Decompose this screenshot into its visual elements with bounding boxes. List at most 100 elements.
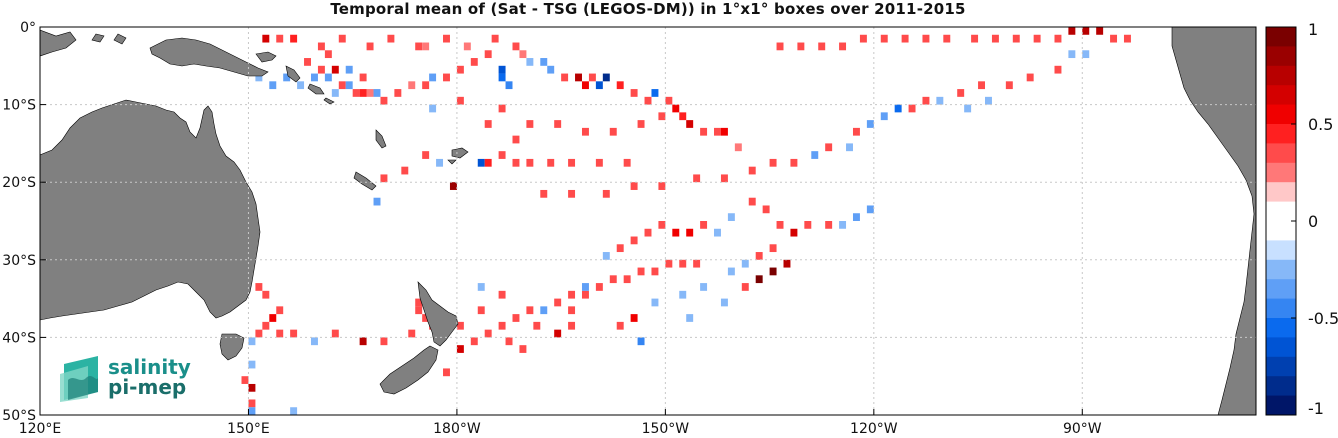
anomaly-cell [630,89,638,97]
anomaly-cell [352,89,360,97]
anomaly-cell [1054,65,1062,74]
anomaly-cell [262,34,270,43]
anomaly-cell [866,205,874,214]
anomaly-cell [477,158,485,167]
anomaly-cell [498,104,506,113]
y-tick-label: 50°S [2,408,36,424]
anomaly-cell [547,158,555,167]
anomaly-cell [1005,81,1013,90]
fiji-landmass [447,147,469,165]
anomaly-cell [269,81,277,90]
anomaly-cell [477,306,485,315]
anomaly-cell [1082,50,1090,59]
anomaly-cell [317,65,325,74]
anomaly-cell [971,34,979,43]
anomaly-cell [526,158,534,167]
anomaly-cell [714,127,721,136]
anomaly-cell [470,58,478,66]
anomaly-cell [602,73,610,82]
anomaly-cell [588,73,596,82]
anomaly-cell [345,81,353,90]
anomaly-cell [415,306,423,315]
anomaly-cell [331,89,339,97]
y-tick-label: 40°S [2,330,36,346]
anomaly-cell [422,314,430,322]
anomaly-cell [568,158,576,167]
anomaly-cell [387,34,395,43]
anomaly-cell [978,81,986,90]
anomaly-cell [852,127,860,136]
y-tick-label: 30°S [2,253,36,269]
anomaly-cell [776,221,784,229]
anomaly-cell [463,42,471,51]
anomaly-cell [790,158,798,167]
anomaly-cell [310,73,318,82]
anomaly-cell [811,151,819,159]
anomaly-cell [964,104,972,113]
anomaly-cell [317,42,325,51]
anomaly-cell [581,81,589,90]
anomaly-cell [985,96,992,105]
anomaly-cell [644,96,652,105]
anomaly-cell [602,252,610,260]
anomaly-cell [679,290,687,299]
anomaly-cell [359,337,367,346]
anomaly-cell [686,314,694,322]
anomaly-cell [498,151,506,159]
anomaly-cell [908,104,916,113]
solomon-islands-landmass [307,83,335,105]
australia-landmass [40,99,261,321]
anomaly-cell [262,290,270,299]
anomaly-cell [380,174,388,183]
anomaly-cell [422,151,430,159]
anomaly-cell [248,399,256,408]
anomaly-cell [408,81,416,90]
x-tick-label: 150°E [227,421,270,437]
south-america-landmass [1171,27,1256,415]
anomaly-cell [262,321,270,330]
anomaly-cell [616,81,624,90]
anomaly-cell [727,213,735,221]
anomaly-cell [651,267,659,276]
anomaly-cell [665,96,673,105]
anomaly-cell [957,89,965,97]
anomaly-cell [686,228,694,237]
anomaly-cell [276,329,284,338]
anomaly-cell [512,135,520,144]
anomaly-cell [456,345,464,353]
anomaly-cell [276,306,284,315]
anomaly-cell [839,221,847,229]
anomaly-cell [651,298,659,307]
anomaly-cell [526,306,534,315]
anomaly-cell [936,96,944,105]
anomaly-cell [1054,34,1062,43]
x-tick-label: 180°W [433,421,481,437]
anomaly-cell [595,158,603,167]
anomaly-cell [672,104,680,113]
anomaly-cell [700,283,708,291]
anomaly-cell [568,306,576,315]
anomaly-cell [290,407,298,415]
anomaly-cell [373,197,381,206]
anomaly-cell [484,120,492,128]
anomaly-cell [540,189,548,198]
anomaly-cell [693,174,701,183]
anomaly-cell [415,298,423,307]
anomaly-cell [630,182,638,190]
new-zealand-north-island [417,281,459,347]
anomaly-cell [1012,34,1020,43]
logo-text-salinity: salinity [108,355,191,379]
anomaly-cell [630,314,638,322]
anomaly-cell [505,337,513,346]
anomaly-cell [540,306,548,315]
anomaly-cell [720,127,728,136]
anomaly-cell [609,275,617,284]
anomaly-cell [637,120,645,128]
x-tick-label: 120°W [850,421,898,437]
anomaly-cell [741,283,749,291]
anomaly-cell [366,42,374,51]
logo-mark-icon [60,356,98,402]
anomaly-cell [484,50,492,59]
anomaly-cell [720,174,728,183]
